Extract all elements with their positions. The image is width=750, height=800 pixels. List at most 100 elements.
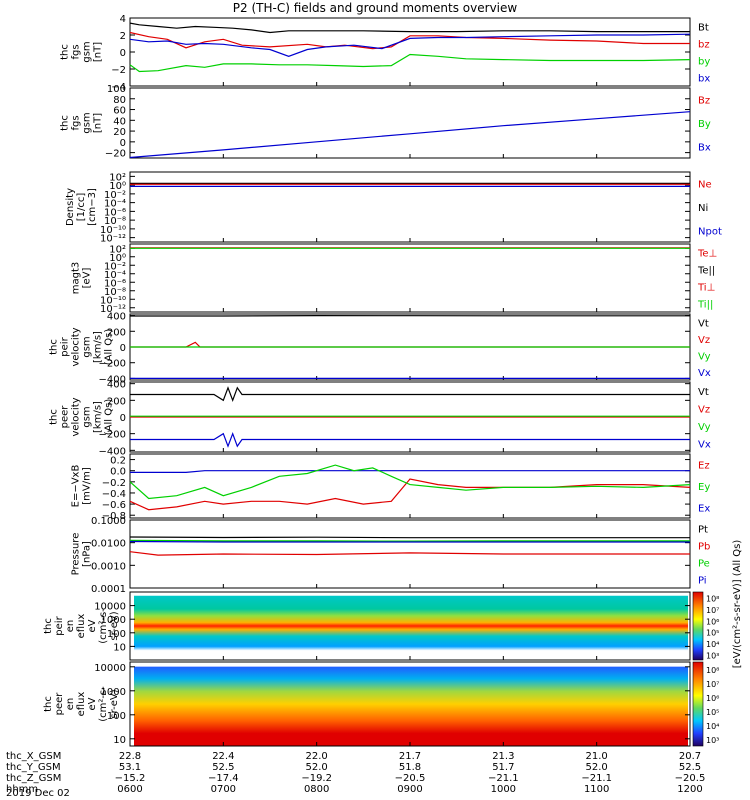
y-axis-label: thc (49, 409, 60, 425)
y-tick-label: 400 (107, 380, 126, 391)
series-line (129, 539, 690, 542)
y-axis-label: fgs (71, 44, 82, 59)
y-axis-label: thc (43, 618, 54, 634)
series-line (129, 536, 690, 539)
colorbar-tick-label: 10³ (706, 651, 719, 660)
legend-entry: Vt (698, 318, 709, 329)
y-axis-label: velocity (71, 397, 82, 436)
footer-value: 0600 (117, 784, 142, 795)
y-tick-label: −400 (99, 446, 126, 457)
panel-frame (129, 243, 691, 313)
y-axis-label: [km/s] (93, 331, 104, 363)
colorbar-tick-label: 10⁸ (706, 595, 719, 604)
colorbar-tick-label: 10⁴ (706, 640, 719, 649)
y-tick-label: 10⁰ (109, 253, 126, 264)
y-tick-label: 0 (120, 48, 126, 59)
footer-value: 0700 (211, 784, 236, 795)
y-tick-label: 4 (120, 14, 126, 25)
footer-value: −21.1 (488, 773, 519, 784)
y-axis-label: [nPa] (82, 541, 93, 567)
legend-entry: Pb (698, 542, 710, 553)
y-tick-label: −0.2 (102, 478, 126, 489)
legend-entry: Bt (698, 23, 709, 34)
y-axis-label: fgs (71, 115, 82, 130)
footer-value: −20.5 (395, 773, 426, 784)
series-line (130, 386, 690, 403)
legend-entry: Vy (698, 422, 711, 433)
y-axis-label: Density (65, 188, 76, 226)
panel-frame (129, 17, 691, 87)
footer-value: 1000 (491, 784, 516, 795)
y-axis-label: sr-eV) (109, 689, 120, 718)
y-tick-label: 0 (120, 343, 126, 354)
legend-entry: Bz (698, 96, 710, 107)
colorbar-tick-label: 10⁵ (706, 629, 719, 638)
legend-entry: Pi (698, 576, 707, 587)
legend-entry: by (698, 57, 710, 68)
y-tick-label: 10⁻¹² (100, 234, 126, 245)
y-axis-label: [km/s] (93, 401, 104, 433)
legend-entry: Npot (698, 226, 722, 237)
series-line (129, 33, 691, 57)
y-tick-label: 0.1000 (91, 516, 126, 527)
y-axis-label: gsm (82, 41, 93, 62)
legend-entry: Pt (698, 525, 708, 536)
y-tick-label: 10⁻⁶ (104, 207, 126, 218)
footer-value: 1100 (584, 784, 609, 795)
y-tick-label: 10 (113, 642, 126, 653)
y-tick-label: 0.0 (110, 467, 126, 478)
legend-entry: Te⊥ (697, 249, 717, 260)
legend-entry: Vz (698, 335, 710, 346)
chart-title: P2 (TH-C) fields and ground moments over… (232, 1, 518, 15)
y-tick-label: 10⁰ (109, 181, 126, 192)
y-axis-label: [nT] (93, 42, 104, 62)
y-tick-label: 100 (107, 629, 126, 640)
footer-value: 51.7 (492, 762, 514, 773)
footer-value: 1200 (677, 784, 702, 795)
footer-value: 52.5 (212, 762, 234, 773)
footer-value: 51.8 (399, 762, 421, 773)
legend-entry: Vx (698, 439, 711, 450)
y-axis-label: sr-eV) (109, 611, 120, 640)
y-axis-label: en (65, 698, 76, 711)
y-tick-label: 0.2 (110, 456, 126, 467)
colorbar-tick-label: 10⁶ (706, 694, 719, 703)
footer-value: −17.4 (208, 773, 239, 784)
y-tick-label: −400 (99, 374, 126, 385)
legend-entry: By (698, 119, 711, 130)
series-line (129, 111, 691, 159)
y-axis-label: magt3 (71, 262, 82, 295)
legend-entry: Ez (698, 461, 710, 472)
y-tick-label: 0.0001 (91, 584, 126, 595)
legend-entry: Te|| (697, 266, 715, 277)
y-axis-label: E=−VxB (71, 465, 82, 508)
y-tick-label: 10⁻⁴ (104, 270, 126, 281)
footer-label: thc_Y_GSM (6, 762, 61, 773)
series-line (129, 53, 691, 73)
legend-entry: Vy (698, 351, 711, 362)
footer-value: 22.4 (212, 751, 234, 762)
colorbar-tick-label: 10⁸ (706, 666, 719, 675)
footer-value: 20.7 (679, 751, 701, 762)
y-tick-label: 10⁻⁸ (104, 287, 126, 298)
footer-value: −20.5 (675, 773, 706, 784)
y-tick-label: 10 (113, 735, 126, 746)
y-tick-label: 40 (113, 116, 126, 127)
y-axis-label: (All Qs) (104, 399, 115, 436)
y-axis-label: thc (60, 44, 71, 60)
y-axis-label: velocity (71, 327, 82, 366)
footer-value: 21.0 (586, 751, 608, 762)
legend-entry: Vx (698, 368, 711, 379)
y-tick-label: 1000 (101, 687, 126, 698)
series-line (129, 551, 690, 556)
footer-value: −19.2 (301, 773, 332, 784)
y-axis-label: eflux (76, 692, 87, 717)
colorbar-tick-label: 10⁴ (706, 722, 719, 731)
y-tick-label: 1000 (101, 615, 126, 626)
y-tick-label: 10⁻¹² (100, 304, 126, 315)
y-tick-label: 10000 (94, 602, 126, 613)
y-axis-label: peir (54, 615, 65, 635)
legend-entry: Ex (698, 503, 710, 514)
y-tick-label: 10⁻⁸ (104, 216, 126, 227)
legend-entry: bx (698, 74, 710, 85)
